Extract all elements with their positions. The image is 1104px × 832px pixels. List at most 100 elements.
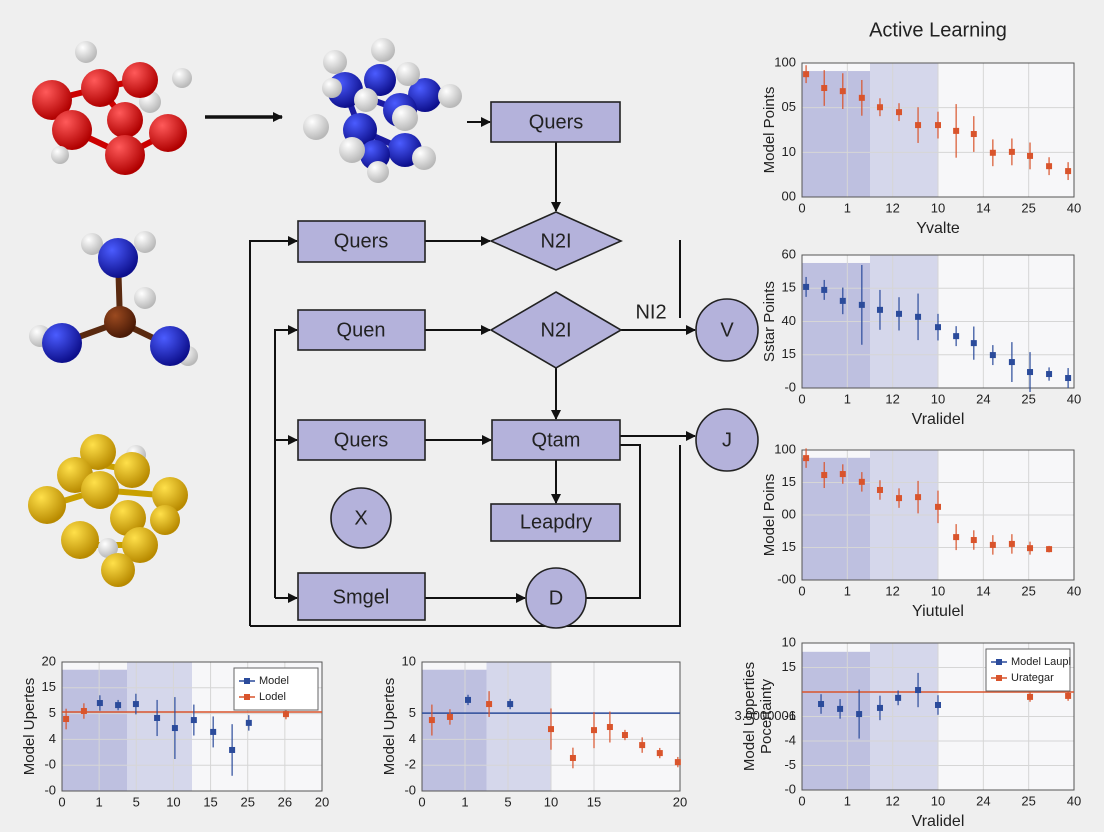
x-tick-label: 14 [976, 200, 990, 215]
y-tick-label: 15 [782, 474, 796, 489]
y-tick-label: 15 [782, 346, 796, 361]
data-point [837, 705, 844, 712]
x-tick-label: 1 [844, 391, 851, 406]
data-point [569, 754, 576, 761]
x-tick-label: 40 [1067, 583, 1081, 598]
data-point [1008, 540, 1015, 547]
process-node [491, 419, 621, 461]
data-point [96, 700, 103, 707]
data-point [446, 713, 453, 720]
data-point [935, 324, 941, 331]
data-point [1008, 148, 1015, 155]
x-tick-label: 0 [798, 793, 805, 808]
data-point [606, 724, 613, 731]
data-point [1027, 693, 1034, 700]
data-point [858, 94, 865, 101]
data-point [507, 701, 514, 708]
data-point [953, 333, 960, 340]
x-tick-label: 14 [976, 583, 990, 598]
legend-label: Model [259, 675, 289, 687]
node-label: Leapdry [520, 511, 592, 533]
x-tick-label: 0 [418, 794, 425, 809]
data-point [876, 306, 883, 313]
chart: -00 15 00 15 100 0 1 12 10 14 25 40 Yiutulel Model Po… [761, 441, 1081, 620]
data-point [1046, 371, 1053, 378]
data-point [821, 286, 828, 293]
plot-frame [801, 449, 1075, 581]
process-node [297, 309, 426, 351]
x-tick-label: 12 [885, 793, 899, 808]
chart: 00 10 05 100 0 1 12 10 14 25 40 Active Learning Yval… [761, 19, 1081, 237]
data-point [858, 478, 865, 485]
y-tick-label: 15 [782, 280, 796, 295]
legend-label: Model Laupl [1011, 656, 1071, 668]
legend-box [985, 648, 1071, 692]
data-point [282, 711, 289, 718]
molecule-brown [29, 231, 198, 366]
legend-label: Lodel [259, 691, 286, 703]
y-tick-label: 10 [782, 144, 796, 159]
node-label: N2I [540, 230, 571, 252]
plot-frame [801, 62, 1075, 198]
data-point [989, 149, 996, 156]
x-tick-label: 0 [58, 794, 65, 809]
node-label: Quers [334, 230, 388, 252]
data-point [876, 486, 883, 493]
y-tick-label: -2 [404, 757, 416, 772]
node-label: D [549, 587, 563, 609]
node-label: N2I [540, 319, 571, 341]
x-tick-label: 25 [1021, 200, 1035, 215]
terminal-node [695, 408, 759, 472]
x-tick-label: 25 [1021, 583, 1035, 598]
x-tick-label: 15 [587, 794, 601, 809]
data-point [591, 727, 597, 734]
data-point [1065, 375, 1072, 382]
data-point [915, 494, 922, 501]
data-point [674, 759, 681, 766]
x-tick-label: 10 [931, 200, 945, 215]
terminal-node [330, 487, 392, 549]
y-axis-label-line: Pocertainty [758, 678, 775, 754]
legend-marker [996, 659, 1002, 665]
decision-node [489, 291, 623, 369]
molecule-gold [28, 434, 188, 587]
x-tick-label: 1 [844, 583, 851, 598]
data-point [115, 702, 122, 709]
data-point [486, 701, 493, 708]
y-axis-label: Model Upertes [381, 678, 398, 776]
data-point [839, 297, 846, 304]
y-axis-label: Model Points [761, 87, 778, 174]
y-tick-label: -0 [784, 781, 796, 796]
data-point [1046, 163, 1053, 170]
x-tick-label: 1 [844, 793, 851, 808]
chart: -0 15 40 15 60 0 1 12 10 24 25 40 Vralidel Sstar Poin… [761, 246, 1081, 428]
y-tick-label: 10 [782, 634, 796, 649]
shaded-region [127, 662, 192, 791]
data-point [839, 88, 846, 95]
x-tick-label: 40 [1067, 793, 1081, 808]
x-tick-label: 24 [976, 793, 990, 808]
x-tick-label: 12 [885, 583, 899, 598]
y-tick-label: -5 [784, 757, 796, 772]
shaded-region [870, 63, 938, 197]
y-tick-label: 5 [49, 705, 56, 720]
data-point [989, 541, 996, 548]
data-point [210, 728, 217, 735]
x-tick-label: 5 [133, 794, 140, 809]
data-point [1027, 369, 1034, 376]
flow-edges [249, 117, 696, 627]
y-axis-label: Model Upertes [21, 678, 38, 776]
chart: -0 -5 -4 -63.0000001 15 10 0 1 12 10 24 25 40 Vralide… [735, 634, 1082, 830]
x-tick-label: 10 [931, 793, 945, 808]
y-tick-label: 00 [782, 506, 796, 521]
data-point [1027, 152, 1034, 159]
edge-label: NI2 [635, 301, 666, 323]
shaded-region [802, 457, 870, 580]
shaded-region [802, 651, 870, 790]
data-point [1027, 545, 1034, 552]
x-tick-label: 0 [798, 200, 805, 215]
x-axis-label: Yvalte [916, 220, 960, 237]
x-tick-label: 12 [885, 391, 899, 406]
x-tick-label: 0 [798, 583, 805, 598]
data-point [970, 131, 977, 138]
